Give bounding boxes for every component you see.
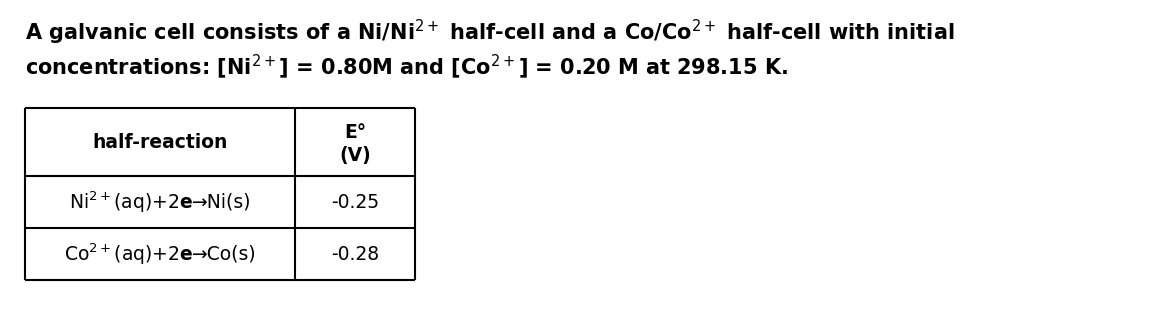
Text: E°: E° (344, 123, 366, 141)
Text: →Ni(s): →Ni(s) (192, 193, 252, 211)
Text: e: e (179, 193, 192, 211)
Text: →Co(s): →Co(s) (192, 245, 256, 264)
Text: e: e (179, 245, 192, 264)
Text: (V): (V) (339, 146, 371, 165)
Text: Co$^{2+}$(aq)+2: Co$^{2+}$(aq)+2 (63, 241, 179, 267)
Text: concentrations: [Ni$^{2+}$] = 0.80M and [Co$^{2+}$] = 0.20 M at 298.15 K.: concentrations: [Ni$^{2+}$] = 0.80M and … (25, 52, 789, 80)
Text: A galvanic cell consists of a Ni/Ni$^{2+}$ half-cell and a Co/Co$^{2+}$ half-cel: A galvanic cell consists of a Ni/Ni$^{2+… (25, 18, 955, 47)
Text: -0.28: -0.28 (331, 245, 379, 264)
Text: -0.25: -0.25 (331, 193, 379, 211)
Text: Ni$^{2+}$(aq)+2: Ni$^{2+}$(aq)+2 (69, 189, 179, 215)
Text: half-reaction: half-reaction (92, 133, 228, 151)
